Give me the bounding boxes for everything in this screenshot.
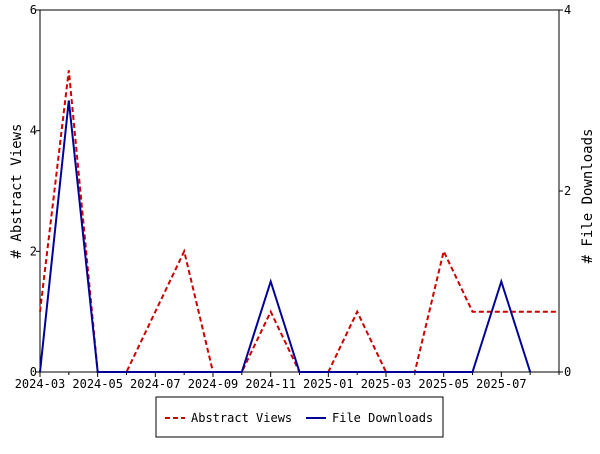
legend-box [155,396,444,438]
right-y-tick-label: 0 [564,365,571,379]
series-layer [39,70,559,373]
legend-label-file-downloads: File Downloads [332,411,433,425]
left-y-axis: 0 2 4 6 [30,3,40,379]
left-y-tick-label: 4 [30,124,37,138]
right-y-axis-label: # File Downloads [580,129,596,264]
right-y-axis: 0 2 4 [559,3,571,379]
right-y-tick-label: 2 [564,184,571,198]
left-y-axis-label: # Abstract Views [9,124,25,259]
x-tick-label: 2024-03 [15,377,66,391]
x-tick-label: 2025-03 [361,377,412,391]
x-tick-label: 2025-05 [418,377,469,391]
left-y-tick-label: 0 [30,365,37,379]
plot-area [39,9,560,373]
x-tick-label: 2024-09 [188,377,239,391]
left-y-tick-label: 6 [30,3,37,17]
legend-label-abstract-views: Abstract Views [191,411,292,425]
x-tick-label: 2024-05 [72,377,123,391]
x-tick-label: 2025-07 [476,377,527,391]
x-tick-label: 2024-11 [245,377,296,391]
x-tick-label: 2025-01 [303,377,354,391]
legend: Abstract Views File Downloads [155,396,444,438]
left-y-tick-label: 2 [30,244,37,258]
series-line-file-downloads [39,100,532,373]
right-y-tick-label: 4 [564,3,571,17]
x-axis: 2024-03 2024-05 2024-07 2024-09 2024-11 2025-… [15,372,560,391]
x-tick-label: 2024-07 [130,377,181,391]
